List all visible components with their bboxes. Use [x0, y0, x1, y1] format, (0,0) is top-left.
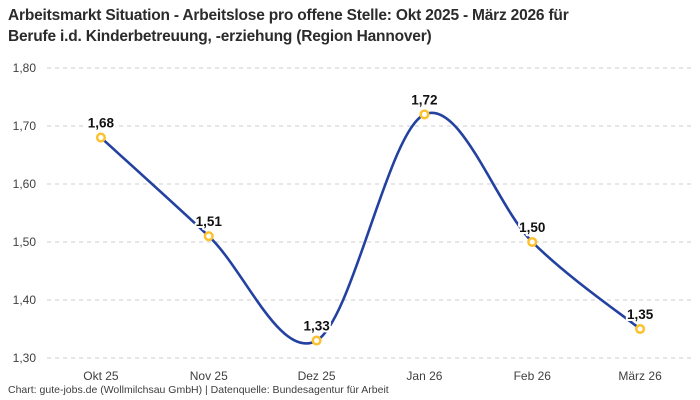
chart-title: Arbeitsmarkt Situation - Arbeitslose pro… — [8, 5, 692, 47]
data-point-marker — [203, 231, 214, 242]
data-point-marker — [635, 323, 646, 335]
x-axis-tick-label: März 26 — [618, 369, 662, 383]
x-axis-tick-label: Okt 25 — [83, 369, 119, 383]
x-axis-tick-label: Feb 26 — [514, 369, 552, 383]
chart-title-line2: Berufe i.d. Kinderbetreuung, -erziehung … — [8, 28, 432, 45]
x-axis-tick-label: Dez 25 — [298, 369, 336, 383]
data-point-label: 1,50 — [519, 220, 545, 235]
data-point-label: 1,33 — [303, 319, 330, 334]
data-point-marker — [419, 109, 430, 120]
y-axis-tick-label: 1,60 — [13, 177, 37, 191]
y-axis-tick-label: 1,80 — [13, 61, 37, 75]
data-point-label: 1,68 — [88, 116, 115, 131]
x-axis-tick-label: Jan 26 — [406, 369, 442, 383]
data-point-marker — [95, 132, 106, 143]
data-series-line — [99, 111, 642, 345]
data-point-label: 1,35 — [627, 307, 654, 322]
x-axis-tick-label: Nov 25 — [190, 369, 228, 383]
source-caption: Chart: gute-jobs.de (Wollmilchsau GmbH) … — [8, 384, 389, 396]
y-axis-tick-label: 1,30 — [13, 351, 37, 365]
chart-title-line1: Arbeitsmarkt Situation - Arbeitslose pro… — [8, 7, 569, 24]
data-point-marker — [311, 335, 322, 346]
y-axis-tick-label: 1,70 — [13, 119, 37, 133]
data-point-label: 1,51 — [196, 214, 223, 229]
data-point-label: 1,72 — [411, 92, 437, 107]
data-point-marker — [527, 236, 538, 248]
y-axis-tick-label: 1,50 — [13, 235, 37, 249]
y-axis-tick-label: 1,40 — [13, 293, 37, 307]
